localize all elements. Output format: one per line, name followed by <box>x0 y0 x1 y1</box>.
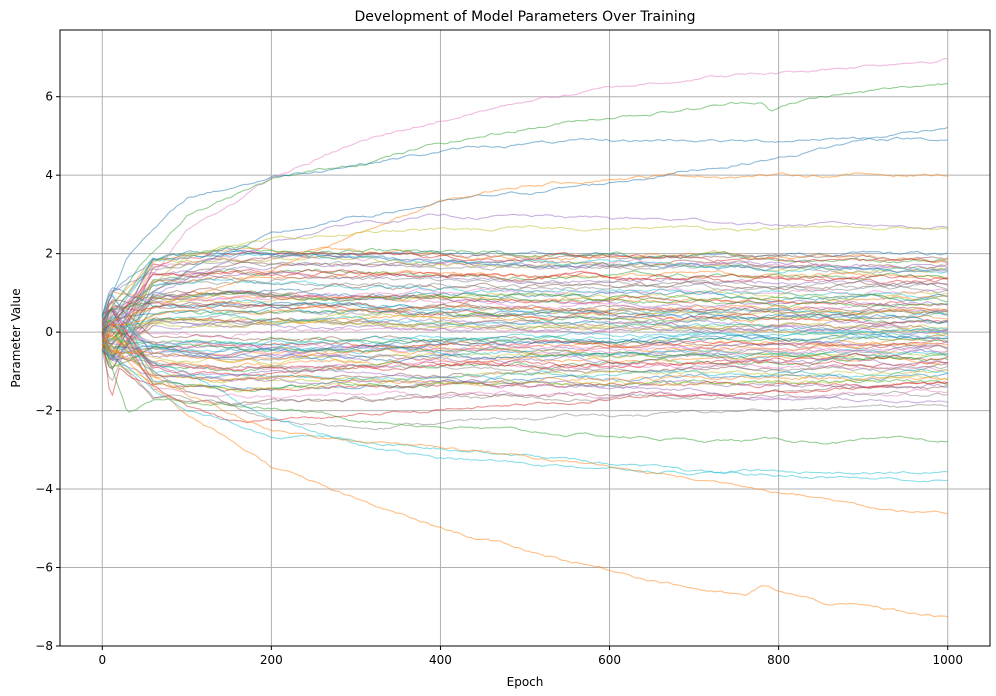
series-line <box>101 249 948 327</box>
series-line <box>101 323 948 356</box>
series-line-param-purple-low <box>102 339 948 404</box>
y-axis-label: Parameter Value <box>9 288 23 387</box>
ticks: 0 200 400 600 800 1000 −8 −6 −4 −2 0 2 4 6 <box>35 90 963 667</box>
series-line-param-cyan-low-b <box>101 347 948 483</box>
series-line <box>101 290 948 339</box>
series-group <box>101 57 948 618</box>
y-tick-label: 6 <box>45 90 53 104</box>
y-tick-label: 0 <box>45 325 53 339</box>
series-line <box>101 337 948 375</box>
series-line-param-blue-high-a <box>101 136 948 317</box>
x-tick-label: 1000 <box>932 653 963 667</box>
series-line-param-purple-27 <box>102 213 948 329</box>
series-line-param-orange-low-b <box>102 339 948 618</box>
y-tick-label: −4 <box>35 482 53 496</box>
series-line <box>101 340 948 362</box>
series-line <box>102 268 948 330</box>
series-line-param-cyan-low-a <box>102 342 948 476</box>
series-line <box>101 322 948 361</box>
series-line <box>101 332 948 351</box>
series-line <box>101 308 948 350</box>
series-line <box>101 317 948 352</box>
series-line-param-green-high <box>101 82 948 321</box>
series-line <box>102 330 948 348</box>
series-line-param-brown-2 <box>101 251 948 325</box>
series-line <box>101 302 948 370</box>
series-line <box>101 333 948 357</box>
series-line <box>101 295 948 367</box>
y-tick-label: 4 <box>45 168 53 182</box>
series-line <box>101 287 948 332</box>
y-tick-label: −8 <box>35 639 53 653</box>
series-line-param-gray-low <box>102 343 948 431</box>
series-line-param-blue-high-b <box>101 126 948 329</box>
y-tick-label: −6 <box>35 561 53 575</box>
series-line <box>101 301 948 332</box>
series-line-param-orange-4 <box>102 172 948 325</box>
series-line <box>101 343 948 368</box>
series-line <box>101 268 948 341</box>
chart-title: Development of Model Parameters Over Tra… <box>354 9 695 25</box>
series-line <box>101 310 948 392</box>
y-tick-label: −2 <box>35 404 53 418</box>
series-line <box>101 245 948 336</box>
series-line-param-green-low <box>101 339 948 445</box>
series-line <box>101 304 948 347</box>
series-line <box>101 312 948 333</box>
series-line <box>101 280 948 370</box>
series-line <box>101 300 948 350</box>
series-line <box>101 320 948 364</box>
series-line-param-red-dip <box>101 332 948 424</box>
series-line <box>101 277 948 337</box>
series-line-param-olive-26 <box>102 225 948 329</box>
x-tick-label: 200 <box>260 653 283 667</box>
series-line <box>101 299 948 327</box>
series-line <box>101 294 948 382</box>
series-line-param-pink-top <box>101 57 948 325</box>
plot-frame <box>59 29 991 647</box>
series-line <box>101 331 948 389</box>
series-line <box>101 274 948 381</box>
series-line <box>101 246 948 325</box>
x-tick-label: 800 <box>767 653 790 667</box>
y-tick-label: 2 <box>45 247 53 261</box>
grid <box>60 30 990 647</box>
x-tick-label: 400 <box>429 653 452 667</box>
series-line <box>101 291 948 336</box>
x-axis-label: Epoch <box>507 675 544 689</box>
x-tick-label: 0 <box>98 653 106 667</box>
x-tick-label: 600 <box>598 653 621 667</box>
series-line <box>101 253 948 339</box>
series-line <box>101 308 948 372</box>
series-line <box>101 311 948 339</box>
series-line-param-orange-low-a <box>102 343 948 515</box>
